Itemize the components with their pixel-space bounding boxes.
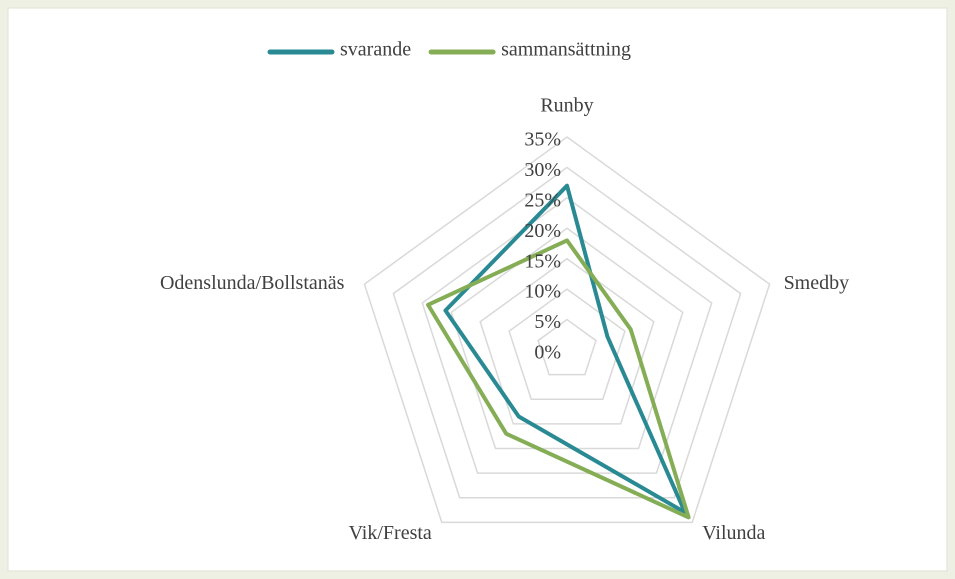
r-tick-label: 0% bbox=[534, 342, 561, 364]
grid-ring bbox=[450, 227, 684, 450]
chart-area bbox=[7, 7, 948, 572]
grid-ring bbox=[508, 288, 626, 400]
category-label: Vilunda bbox=[702, 522, 765, 544]
r-tick-label: 30% bbox=[524, 159, 561, 181]
series-line bbox=[426, 238, 691, 520]
r-tick-label: 10% bbox=[524, 281, 561, 303]
legend-label: svarande bbox=[340, 39, 411, 61]
series-line bbox=[443, 183, 688, 515]
r-tick-label: 35% bbox=[524, 129, 561, 151]
legend-label: sammansättning bbox=[501, 39, 631, 61]
category-label: Odenslunda/Bollstanäs bbox=[160, 272, 345, 294]
category-label: Vik/Fresta bbox=[349, 522, 432, 544]
r-tick-label: 5% bbox=[534, 311, 561, 333]
category-label: Smedby bbox=[784, 272, 850, 294]
grid-ring bbox=[421, 196, 713, 474]
r-tick-label: 20% bbox=[524, 220, 561, 242]
r-tick-label: 25% bbox=[524, 189, 561, 211]
grid-ring bbox=[392, 166, 742, 499]
grid-ring bbox=[479, 257, 655, 425]
grid-ring bbox=[537, 318, 597, 376]
r-tick-label: 15% bbox=[524, 250, 561, 272]
grid-ring bbox=[363, 136, 771, 524]
category-label: Runby bbox=[540, 95, 593, 117]
